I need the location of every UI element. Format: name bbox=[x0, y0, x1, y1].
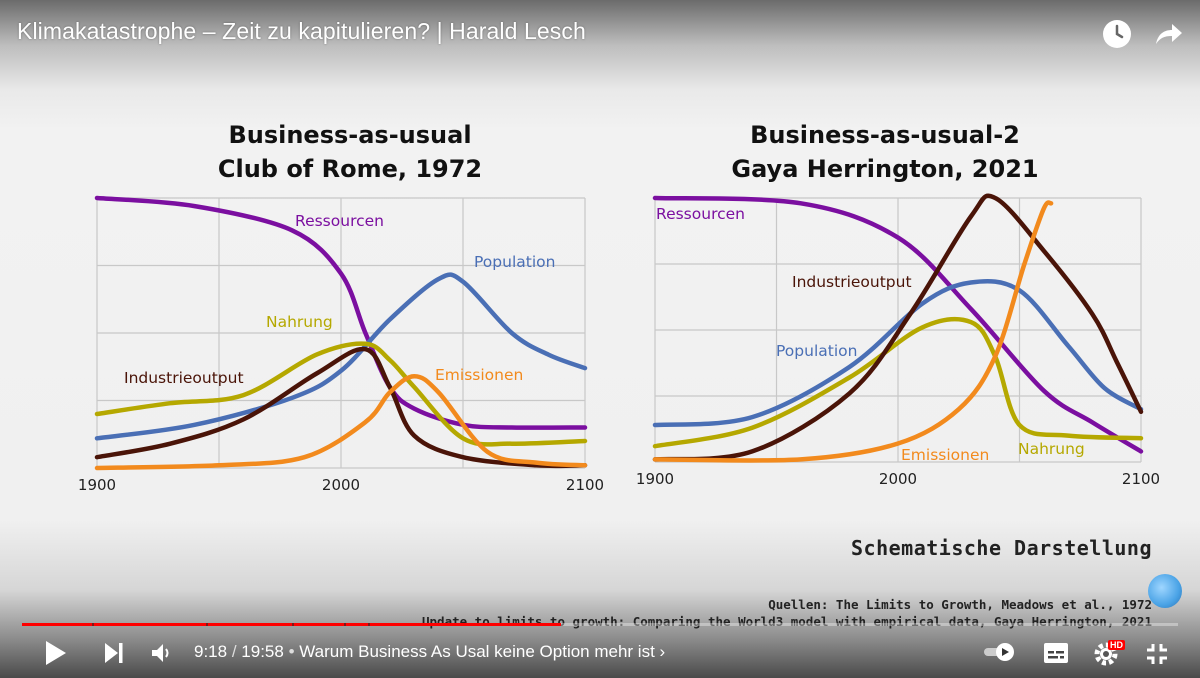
series-label-ressourcen: Ressourcen bbox=[656, 205, 745, 223]
hd-badge: HD bbox=[1108, 640, 1125, 650]
series-label-industrieoutput: Industrieoutput bbox=[792, 273, 912, 291]
right-title-line2: Gaya Herrington, 2021 bbox=[731, 155, 1039, 183]
series-label-emissionen: Emissionen bbox=[435, 366, 523, 384]
share-icon[interactable] bbox=[1152, 18, 1184, 50]
series-label-population: Population bbox=[474, 253, 555, 271]
x-tick-label: 2000 bbox=[322, 476, 360, 494]
left-chart-title: Business-as-usual Club of Rome, 1972 bbox=[170, 118, 530, 186]
chapter-title[interactable]: Warum Business As Usal keine Option mehr… bbox=[299, 642, 655, 661]
time-display: 9:18 / 19:58 • Warum Business As Usal ke… bbox=[194, 642, 666, 661]
grid bbox=[654, 197, 1142, 463]
x-tick-label: 2100 bbox=[566, 476, 604, 494]
duration: 19:58 bbox=[241, 642, 284, 661]
progress-played bbox=[22, 623, 561, 626]
chapter-marker bbox=[368, 623, 370, 626]
series-label-nahrung: Nahrung bbox=[266, 313, 333, 331]
left-title-line2: Club of Rome, 1972 bbox=[217, 155, 483, 183]
series-label-industrieoutput: Industrieoutput bbox=[124, 369, 244, 387]
schematic-caption: Schematische Darstellung bbox=[851, 536, 1152, 560]
autoplay-toggle-icon[interactable] bbox=[983, 642, 1017, 666]
right-chart-title: Business-as-usual-2 Gaya Herrington, 202… bbox=[700, 118, 1070, 186]
progress-bar[interactable] bbox=[22, 623, 1178, 626]
series-label-population: Population bbox=[776, 342, 857, 360]
chevron-right-icon[interactable]: › bbox=[659, 642, 666, 661]
series-line-industrieoutput bbox=[94, 346, 588, 469]
video-title[interactable]: Klimakatastrophe – Zeit zu kapitulieren?… bbox=[17, 18, 586, 44]
series-label-nahrung: Nahrung bbox=[1018, 440, 1085, 458]
play-icon[interactable] bbox=[44, 640, 68, 670]
source-line-2: Update to limits to growth: Comparing th… bbox=[422, 614, 1152, 629]
watch-later-icon[interactable] bbox=[1101, 18, 1133, 50]
x-tick-label: 1900 bbox=[636, 470, 674, 488]
series-label-ressourcen: Ressourcen bbox=[295, 212, 384, 230]
x-tick-label: 2000 bbox=[879, 470, 917, 488]
chapter-marker bbox=[292, 623, 294, 626]
volume-icon[interactable] bbox=[151, 642, 173, 668]
source-line-1: Quellen: The Limits to Growth, Meadows e… bbox=[768, 597, 1152, 612]
series-line-emissionen bbox=[94, 373, 588, 471]
chapter-marker bbox=[206, 623, 208, 626]
subtitles-icon[interactable] bbox=[1043, 642, 1069, 668]
series-line-nahrung bbox=[652, 316, 1144, 449]
left-title-line1: Business-as-usual bbox=[228, 121, 472, 149]
series-line-nahrung bbox=[94, 341, 588, 447]
next-icon[interactable] bbox=[104, 642, 124, 668]
right-title-line1: Business-as-usual-2 bbox=[750, 121, 1020, 149]
settings-icon[interactable]: HD bbox=[1094, 638, 1128, 666]
exit-fullscreen-icon[interactable] bbox=[1146, 643, 1168, 669]
series-line-emissionen bbox=[652, 200, 1054, 463]
x-tick-label: 1900 bbox=[78, 476, 116, 494]
series-line-population bbox=[94, 272, 588, 441]
chapter-marker bbox=[344, 623, 346, 626]
series-line-industrieoutput bbox=[652, 193, 1144, 462]
series-line-population bbox=[652, 278, 1144, 428]
channel-avatar[interactable] bbox=[1148, 574, 1182, 608]
series-label-emissionen: Emissionen bbox=[901, 446, 989, 464]
chapter-marker bbox=[92, 623, 94, 626]
x-tick-label: 2100 bbox=[1122, 470, 1160, 488]
current-time: 9:18 bbox=[194, 642, 228, 661]
